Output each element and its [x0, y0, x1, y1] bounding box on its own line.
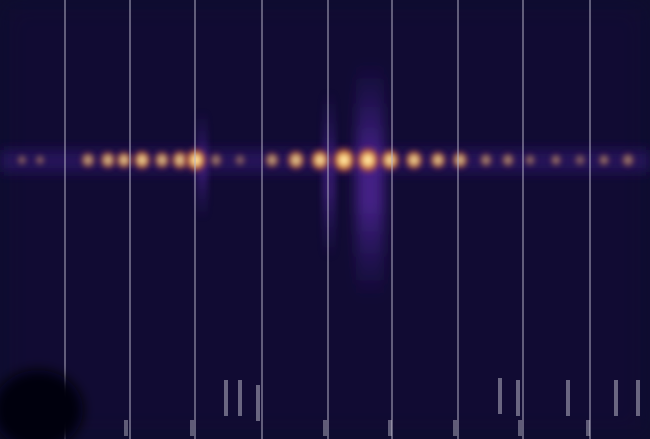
- signal-blob: [501, 152, 515, 167]
- signal-blob: [451, 150, 469, 170]
- bottom-mark: [614, 380, 618, 416]
- bottom-mark: [323, 420, 327, 436]
- bottom-mark: [636, 380, 640, 416]
- signal-blob: [479, 152, 493, 167]
- bottom-mark: [388, 420, 392, 436]
- vertical-streak: [356, 60, 384, 300]
- signal-blob: [286, 149, 306, 171]
- bottom-mark: [586, 420, 590, 436]
- signal-blob: [132, 149, 152, 171]
- bottom-mark: [124, 420, 128, 436]
- signal-blob: [524, 153, 536, 166]
- signal-blob: [355, 146, 381, 175]
- signal-blob: [331, 146, 357, 175]
- signal-blob: [379, 148, 401, 172]
- signal-blob: [184, 147, 208, 173]
- bottom-mark: [238, 380, 242, 416]
- spectrogram-image: [0, 0, 650, 439]
- bottom-mark: [566, 380, 570, 416]
- signal-blob: [35, 155, 45, 166]
- signal-blob: [429, 150, 447, 170]
- bottom-mark: [498, 378, 502, 414]
- signal-blob: [264, 151, 280, 169]
- signal-blob: [550, 153, 562, 166]
- page: {} (() => { const NS = 'http://www.w3.or…: [0, 0, 650, 439]
- signal-blob: [404, 149, 424, 171]
- vertical-streak: [322, 90, 336, 260]
- signal-blob: [574, 153, 586, 166]
- bottom-mark: [190, 420, 194, 436]
- signal-blob: [17, 155, 27, 166]
- signal-blob: [99, 150, 117, 170]
- bottom-mark: [224, 380, 228, 416]
- bottom-mark: [256, 385, 260, 421]
- signal-blob: [209, 152, 223, 167]
- signal-blob: [80, 151, 96, 169]
- bottom-mark: [518, 420, 522, 436]
- bottom-mark: [453, 420, 457, 436]
- signal-blob: [153, 150, 171, 170]
- signal-blob: [598, 153, 610, 166]
- bottom-mark: [516, 380, 520, 416]
- signal-blob: [621, 152, 635, 167]
- signal-blob: [234, 153, 246, 166]
